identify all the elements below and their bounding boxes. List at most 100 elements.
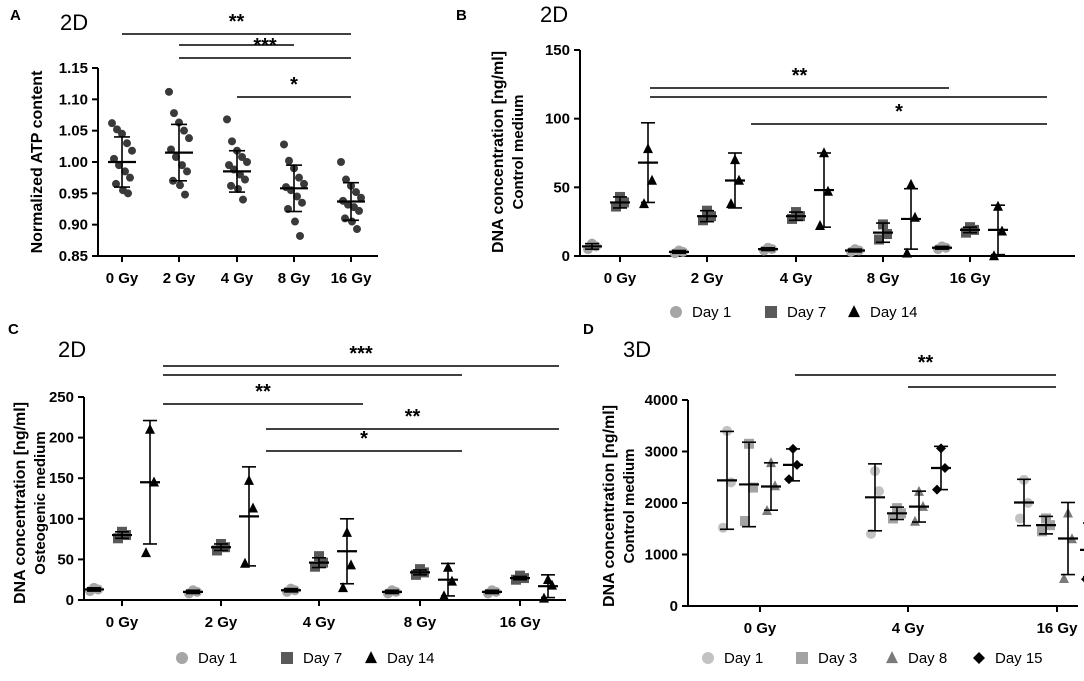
data-point-square bbox=[698, 215, 708, 226]
data-point-square bbox=[787, 213, 797, 224]
data-point-triangle bbox=[346, 559, 356, 570]
legend-label: Day 15 bbox=[995, 650, 1043, 667]
data-point-triangle bbox=[141, 547, 151, 558]
data-point-triangle bbox=[910, 515, 920, 526]
legend-label: Day 1 bbox=[724, 650, 763, 667]
y-axis-label: DNA concentration [ng/ml] bbox=[601, 405, 618, 607]
panel-label: A bbox=[10, 7, 21, 24]
y-tick-label: 0 bbox=[562, 248, 570, 265]
y-tick-label: 1.05 bbox=[59, 123, 88, 140]
data-point bbox=[110, 154, 118, 163]
data-point-triangle bbox=[647, 174, 657, 185]
significance-stars: * bbox=[290, 74, 298, 96]
significance-stars: *** bbox=[349, 343, 373, 365]
chart-panel-c: C 2D DNA concentration [ng/ml] Osteogenic m… bbox=[8, 321, 566, 667]
legend-marker bbox=[796, 652, 808, 664]
x-tick-label: 4 Gy bbox=[892, 620, 925, 637]
data-point bbox=[167, 145, 175, 154]
data-point bbox=[234, 184, 242, 193]
y-tick-label: 0.95 bbox=[59, 185, 88, 202]
data-point bbox=[108, 119, 116, 128]
data-point bbox=[128, 146, 136, 155]
significance-stars: ** bbox=[405, 406, 421, 428]
data-point bbox=[185, 134, 193, 143]
y-axis-label: DNA concentration [ng/ml] bbox=[12, 402, 29, 604]
y-tick-label: 0 bbox=[670, 598, 678, 615]
data-point bbox=[118, 129, 126, 138]
legend-label: Day 7 bbox=[303, 650, 342, 667]
x-tick-label: 4 Gy bbox=[221, 270, 254, 287]
data-point-square bbox=[611, 201, 621, 212]
legend-label: Day 3 bbox=[818, 650, 857, 667]
legend-label: Day 1 bbox=[198, 650, 237, 667]
legend-marker bbox=[365, 651, 377, 664]
y-tick-label: 150 bbox=[545, 42, 570, 59]
significance-stars: ** bbox=[918, 352, 934, 374]
data-point bbox=[176, 181, 184, 190]
data-point-square bbox=[874, 234, 884, 245]
significance-stars: * bbox=[360, 428, 368, 450]
x-tick-label: 0 Gy bbox=[106, 270, 139, 287]
data-point-circle bbox=[874, 486, 884, 497]
data-point-square bbox=[515, 570, 525, 581]
legend-label: Day 8 bbox=[908, 650, 947, 667]
y-tick-label: 2000 bbox=[645, 495, 678, 512]
data-point bbox=[239, 195, 247, 204]
data-point bbox=[352, 188, 360, 197]
y-tick-label: 1000 bbox=[645, 547, 678, 564]
data-point bbox=[293, 192, 301, 201]
legend-marker bbox=[848, 305, 860, 318]
x-tick-label: 16 Gy bbox=[950, 270, 992, 287]
data-point bbox=[348, 217, 356, 226]
data-point bbox=[228, 137, 236, 146]
data-point bbox=[291, 217, 299, 226]
legend-marker bbox=[176, 652, 188, 664]
data-point-triangle bbox=[902, 247, 912, 258]
significance-stars: ** bbox=[229, 11, 245, 33]
data-point bbox=[121, 167, 129, 176]
y-tick-label: 4000 bbox=[645, 392, 678, 409]
data-point-square bbox=[314, 551, 324, 562]
y-tick-label: 0 bbox=[66, 592, 74, 609]
data-point bbox=[285, 156, 293, 165]
data-point-triangle bbox=[1059, 572, 1069, 583]
data-point bbox=[337, 158, 345, 166]
data-point-triangle bbox=[906, 178, 916, 189]
x-tick-label: 16 Gy bbox=[500, 614, 542, 631]
significance-stars: ** bbox=[255, 381, 271, 403]
legend-marker bbox=[973, 652, 985, 664]
data-point bbox=[357, 193, 365, 202]
legend-marker bbox=[886, 651, 898, 664]
data-point bbox=[115, 161, 123, 170]
data-point-square bbox=[740, 516, 750, 527]
y-axis-sublabel: Control medium bbox=[621, 449, 638, 564]
data-point-triangle bbox=[770, 480, 780, 491]
x-tick-label: 0 Gy bbox=[604, 270, 637, 287]
data-point-diamond bbox=[1081, 576, 1084, 583]
panel-label: B bbox=[456, 7, 467, 24]
data-point-diamond bbox=[784, 474, 794, 485]
legend-marker bbox=[765, 306, 777, 318]
y-tick-label: 1.15 bbox=[59, 60, 88, 77]
data-point bbox=[238, 152, 246, 161]
data-point bbox=[183, 167, 191, 176]
data-point bbox=[165, 87, 173, 96]
data-point bbox=[295, 173, 303, 182]
legend-label: Day 1 bbox=[692, 304, 731, 321]
data-point-triangle bbox=[248, 502, 258, 513]
y-tick-label: 250 bbox=[49, 389, 74, 406]
y-tick-label: 50 bbox=[57, 551, 74, 568]
y-tick-label: 0.85 bbox=[59, 248, 88, 265]
data-point bbox=[112, 179, 120, 188]
data-point bbox=[172, 152, 180, 161]
data-point bbox=[243, 158, 251, 166]
data-point-circle bbox=[718, 522, 728, 533]
legend-marker bbox=[702, 652, 714, 664]
x-tick-label: 2 Gy bbox=[691, 270, 724, 287]
panel-label: D bbox=[583, 321, 594, 338]
x-tick-label: 8 Gy bbox=[867, 270, 900, 287]
y-tick-label: 1.10 bbox=[59, 91, 88, 108]
x-tick-label: 16 Gy bbox=[331, 270, 373, 287]
y-axis-sublabel: Osteogenic medium bbox=[32, 431, 49, 574]
